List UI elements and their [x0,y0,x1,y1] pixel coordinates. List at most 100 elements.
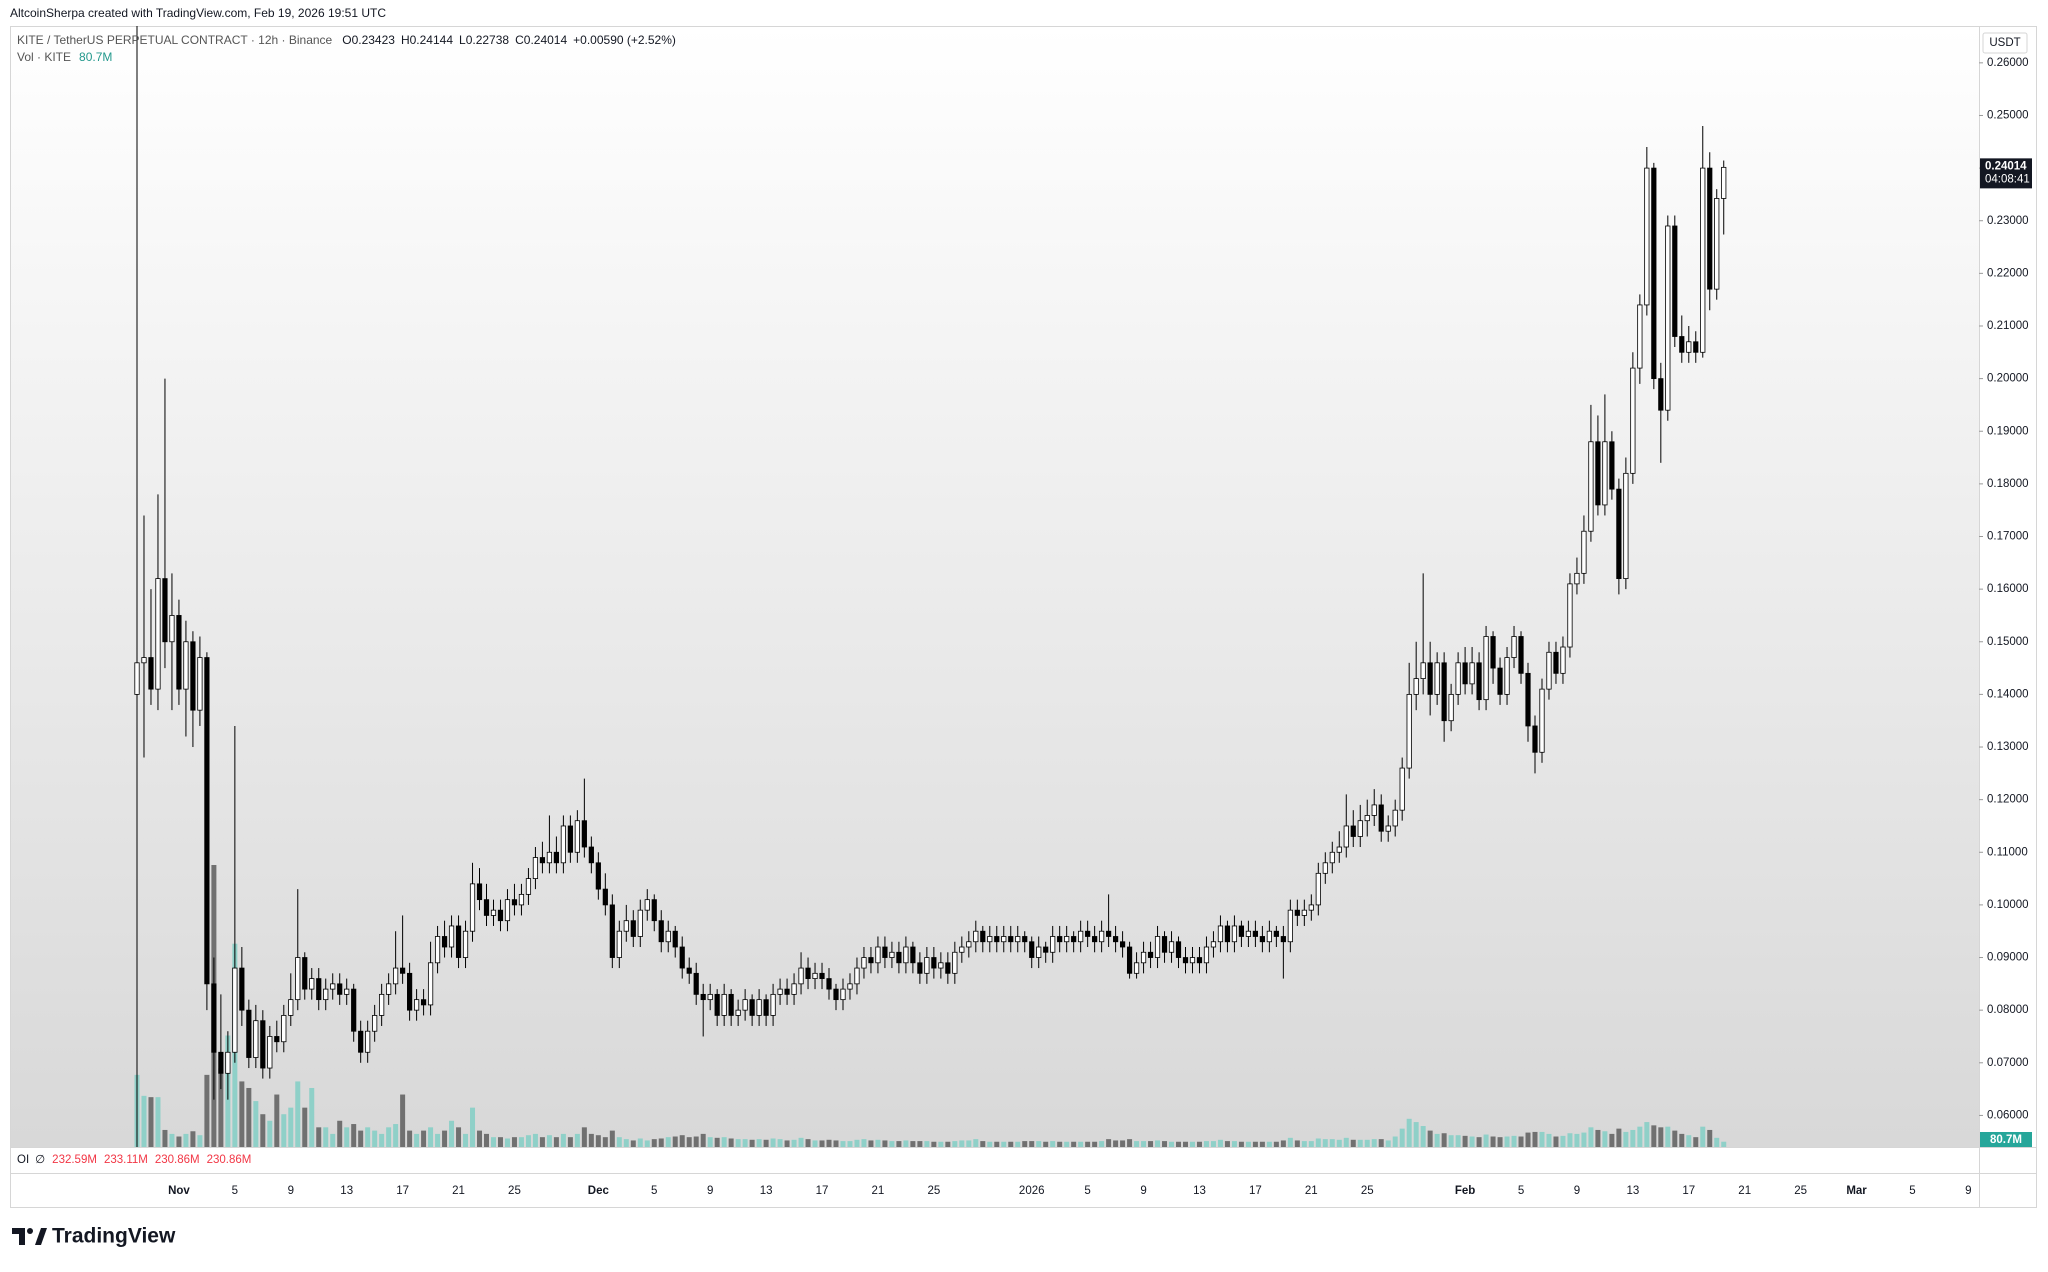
candle-body [1050,936,1056,953]
candle-body [1518,636,1524,674]
volume-bar [260,1114,266,1147]
volume-bar [693,1136,699,1147]
candle-body [1511,636,1517,658]
candle-body [1448,693,1454,722]
volume-bar [672,1136,678,1147]
candle-body [246,1009,252,1058]
volume-bar [1238,1141,1244,1147]
candle-body [651,899,657,922]
candle-body [1036,946,1042,958]
volume-bar [721,1137,727,1147]
currency-box[interactable] [1982,32,2028,54]
candle-body [784,988,790,995]
y-tick-label: 0.09000 [1987,952,2029,964]
candle-body [504,899,511,922]
candle-body [1161,936,1168,953]
candle-body [1099,930,1105,943]
volume-bar [532,1133,538,1147]
candle-body [1210,941,1217,948]
volume-bar [847,1141,853,1147]
candle-body [1476,662,1482,701]
candle-body [1182,957,1189,964]
candle-body [1455,662,1461,695]
volume-bar [1120,1140,1126,1147]
volume-bar [1658,1127,1664,1147]
candle-body [1413,678,1419,695]
volume-bar [1210,1141,1216,1147]
volume-bar [1294,1140,1300,1147]
volume-bar [1301,1141,1307,1147]
candle-body [868,957,874,964]
volume-bar [372,1130,378,1147]
y-tick-label: 0.19000 [1987,425,2029,437]
volume-bar [581,1127,587,1147]
candle-body [1581,530,1587,574]
currency-label[interactable]: USDT [1989,37,2020,49]
volume-bar [1490,1136,1496,1147]
volume-bar [1686,1135,1692,1147]
candle-body [448,925,455,948]
y-tick-label: 0.21000 [1987,320,2029,332]
volume-bar [1231,1141,1237,1147]
candle-body [1015,936,1021,943]
candle-body [1497,667,1503,695]
volume-bar [826,1139,832,1147]
volume-bar [456,1127,462,1147]
x-tick-label: 25 [927,1185,940,1197]
volume-bar [756,1139,762,1147]
candle-body [372,1015,378,1032]
candle-body [1546,651,1552,690]
candle-body [1462,662,1468,685]
candle-body [1567,583,1573,648]
candle-body [700,993,706,1001]
y-tick-label: 0.25000 [1987,110,2029,122]
candle-body [567,825,573,853]
candle-body [798,967,804,985]
x-tick-label: Nov [168,1185,190,1197]
volume-bar [1469,1136,1475,1147]
volume-bar [616,1137,622,1147]
candle-body [1175,941,1182,958]
candle-body [518,893,525,906]
volume-bar [539,1137,545,1147]
volume-bar [176,1136,182,1147]
volume-bar [1434,1133,1440,1147]
volume-bar [567,1137,573,1147]
volume-bar [574,1133,580,1147]
volume-bar [1092,1141,1098,1147]
volume-bar [1008,1141,1014,1147]
candle-body [323,988,329,1001]
volume-bar [1287,1137,1293,1147]
volume-bar [218,1068,224,1147]
volume-bar [330,1133,336,1147]
candle-body [812,972,818,979]
volume-bar [1518,1136,1524,1147]
candle-body [1301,909,1307,916]
volume-bar [1609,1133,1615,1147]
volume-bar [1183,1141,1188,1147]
candle-body [658,920,664,943]
volume-bar [1588,1127,1594,1147]
candle-body [225,1051,231,1074]
candle-body [218,1051,224,1074]
candle-body [295,957,301,1001]
volume-bar [1252,1141,1258,1147]
volume-bar [553,1137,559,1147]
volume-bar [1679,1133,1685,1147]
candle-body [1259,936,1265,943]
candle-body [1322,862,1328,874]
volume-bar [1574,1133,1580,1147]
candle-body [1539,688,1545,753]
candle-body [1427,662,1433,695]
candle-body [714,993,720,1016]
candle-body [232,967,238,1053]
volume-bar [288,1107,294,1147]
candle-body [854,967,860,985]
candle-body [407,972,413,1011]
volume-bar [1707,1129,1713,1147]
candle-body [1385,825,1391,832]
volume-bar [1560,1135,1566,1147]
candle-body [1008,936,1014,943]
volume-bar [1127,1139,1133,1147]
volume-bar [442,1130,448,1147]
